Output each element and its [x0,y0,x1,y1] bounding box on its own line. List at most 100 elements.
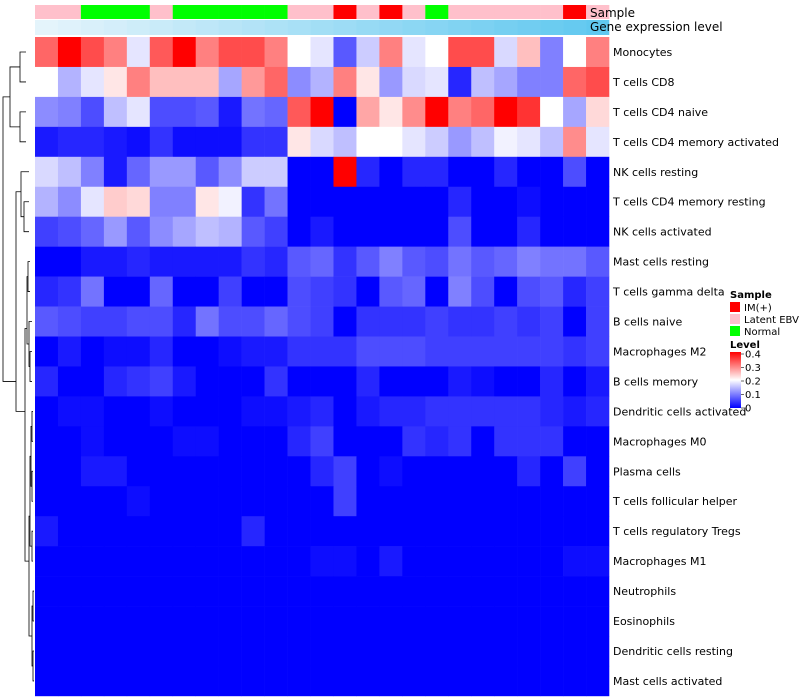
heatmap-cell [80,366,105,397]
heatmap-cell [517,126,541,158]
heatmap-cell [333,486,357,517]
level-legend-title: Level [730,340,760,351]
heatmap-cell [103,126,128,158]
heatmap-cell [35,186,59,217]
heatmap-cell [310,546,334,577]
heatmap-cell [563,576,587,607]
heatmap-cell [57,156,82,188]
heatmap-cell [218,456,242,487]
row-label: Macrophages M0 [613,435,706,448]
heatmap-cell [425,665,449,697]
heatmap-cell [402,186,426,217]
heatmap-cell [425,216,449,247]
heatmap-cell [586,396,610,427]
heatmap-cell [103,37,128,68]
heatmap-cell [425,516,449,547]
heatmap-cell [494,636,518,667]
heatmap-cell [563,276,587,307]
heatmap-cell [379,366,403,397]
heatmap-cell [195,126,219,158]
heatmap-cell [563,37,587,68]
heatmap-cell [402,456,426,487]
heatmap-cell [586,126,610,158]
heatmap-cell [241,246,265,277]
heatmap-cell [540,636,564,667]
heatmap-cell [425,276,449,307]
heatmap-cell [126,336,151,367]
heatmap-cell [35,636,59,667]
heatmap-cell [402,516,426,547]
heatmap-cell [126,546,151,577]
heatmap-cell [241,186,265,217]
heatmap-cell [172,546,197,577]
row-label: T cells follicular helper [612,495,738,508]
heatmap-cell [356,606,380,637]
heatmap-cell [241,426,265,457]
heatmap-cell [379,665,403,697]
heatmap-cell [241,606,265,637]
heatmap-cell [57,96,82,128]
heatmap-cell [126,576,151,607]
heatmap-cell [448,96,472,128]
sample-annotation-cell [540,5,564,19]
level-legend-tick-label: 0.3 [745,363,761,374]
heatmap-cell [218,336,242,367]
dendrogram-branch [27,261,30,292]
heatmap-cell [241,516,265,547]
heatmap-cell [448,126,472,158]
heatmap-cell [586,66,610,98]
heatmap-cell [379,276,403,307]
heatmap-cell [126,456,151,487]
heatmap-cell [402,546,426,577]
heatmap-cell [57,276,82,307]
dendrogram-branch [26,276,29,345]
heatmap-cell [287,576,311,607]
heatmap-cell [356,336,380,367]
heatmap-cell [563,156,587,188]
row-label: Neutrophils [613,585,676,598]
sample-annotation-cell [218,5,242,19]
heatmap-cell [563,665,587,697]
dendrogram-branch [15,191,25,412]
heatmap-cell [356,456,380,487]
row-label: Mast cells resting [613,256,709,269]
sample-legend-title: Sample [730,290,772,301]
heatmap-cell [310,216,334,247]
heatmap-cell [471,576,495,607]
heatmap-cell [172,456,197,487]
heatmap-cell [241,636,265,667]
heatmap-cell [241,396,265,427]
heatmap-cell [379,126,403,158]
level-colorbar [730,352,741,408]
heatmap-cell [540,66,564,98]
row-label: B cells naive [613,316,682,329]
heatmap-cell [310,126,334,158]
heatmap-cell [149,96,174,128]
heatmap-cell [57,576,82,607]
heatmap-cell [103,665,128,697]
heatmap-cell [310,426,334,457]
heatmap-cell [563,66,587,98]
heatmap-cell [333,216,357,247]
level-legend-tick-label: 0.2 [745,377,761,388]
heatmap-cell [517,37,541,68]
heatmap-cell [172,246,197,277]
heatmap-cell [494,366,518,397]
heatmap-cell [287,636,311,667]
heatmap-cell [149,246,174,277]
heatmap-cell [540,336,564,367]
heatmap-cell [57,126,82,158]
heatmap-cell [310,96,334,128]
heatmap-cell [57,665,82,697]
heatmap-cell [494,336,518,367]
sample-annotation-cell [172,5,197,19]
gene-expression-annotation-cell [35,20,59,35]
heatmap-cell [471,606,495,637]
row-label: T cells CD4 naive [612,106,708,119]
heatmap-cell [195,156,219,188]
heatmap-cell [356,156,380,188]
heatmap-cell [195,366,219,397]
row-label: T cells CD8 [612,76,675,89]
heatmap-cell [402,606,426,637]
sample-annotation-cell [494,5,518,19]
